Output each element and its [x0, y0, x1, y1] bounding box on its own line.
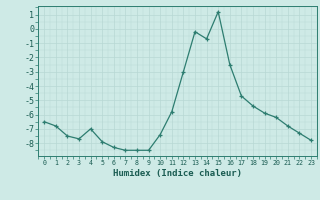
X-axis label: Humidex (Indice chaleur): Humidex (Indice chaleur) [113, 169, 242, 178]
